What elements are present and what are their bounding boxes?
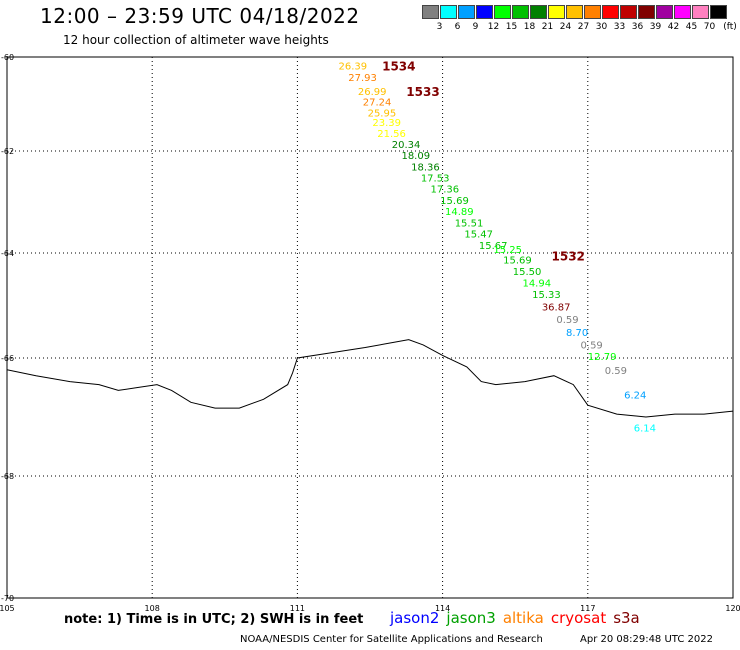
colorbar-tick-label: 70 [703, 22, 716, 32]
lat-tick-label: -62 [1, 147, 14, 156]
colorbar-legend [422, 5, 728, 19]
colorbar-swatch [494, 5, 511, 19]
wave-height-value: 17.36 [431, 185, 460, 196]
colorbar-tick-label: 45 [685, 22, 698, 32]
colorbar-tick-label: 39 [649, 22, 662, 32]
wave-height-value: 23.39 [372, 118, 401, 129]
wave-height-value: 15.67 [479, 241, 508, 252]
wave-height-value: 18.36 [411, 162, 440, 173]
colorbar-tick-label: 6 [454, 22, 461, 32]
wave-height-value: 26.39 [339, 61, 368, 72]
lat-tick-label: -64 [1, 249, 14, 258]
credit-text: NOAA/NESDIS Center for Satellite Applica… [240, 634, 543, 645]
pass-time-label: 1532 [552, 250, 585, 264]
colorbar-swatch [692, 5, 709, 19]
map-title: 12:00 – 23:59 UTC 04/18/2022 [40, 4, 360, 28]
lat-tick-label: -66 [1, 354, 14, 363]
lat-tick-label: -60 [1, 53, 14, 62]
colorbar-tick-label: 24 [559, 22, 572, 32]
wave-height-value: 15.25 [493, 245, 522, 256]
satellite-legend-item: jason3 [446, 609, 496, 627]
wave-height-value: 36.87 [542, 303, 571, 314]
wave-height-value: 17.53 [421, 174, 450, 185]
colorbar-tick-label: 15 [505, 22, 518, 32]
wave-height-value: 15.33 [532, 290, 561, 301]
colorbar-swatch [638, 5, 655, 19]
satellite-legend: jason2 jason3 altika cryosat s3a [390, 609, 647, 627]
colorbar-tick-label: 21 [541, 22, 554, 32]
colorbar-swatch [512, 5, 529, 19]
lat-tick-label: -70 [1, 594, 14, 603]
colorbar-tick-label: 30 [595, 22, 608, 32]
colorbar-tick-label: 18 [523, 22, 536, 32]
colorbar-tick-label: 3 [436, 22, 443, 32]
colorbar-tick-label: 12 [487, 22, 500, 32]
generated-timestamp: Apr 20 08:29:48 UTC 2022 [580, 634, 713, 645]
colorbar-swatch [674, 5, 691, 19]
map-subtitle: 12 hour collection of altimeter wave hei… [63, 33, 329, 47]
colorbar-swatch [458, 5, 475, 19]
colorbar-tick-label: 42 [667, 22, 680, 32]
colorbar-swatch [476, 5, 493, 19]
colorbar-swatch [710, 5, 727, 19]
lat-tick-label: -68 [1, 472, 14, 481]
wave-height-value: 25.95 [368, 108, 397, 119]
wave-height-value: 8.70 [566, 328, 588, 339]
pass-time-label: 1534 [382, 59, 415, 73]
lon-tick-label: 105 [0, 604, 15, 613]
colorbar-tick-label: 27 [577, 22, 590, 32]
wave-height-value: 15.69 [503, 255, 532, 266]
wave-height-value: 12.79 [588, 352, 617, 363]
colorbar-tick-label: 9 [472, 22, 479, 32]
colorbar-labels: 3 6 9 12 15 18 21 24 27 30 33 36 39 42 45 70 (ft) [0, 22, 740, 36]
lon-tick-label: 117 [580, 604, 595, 613]
wave-height-value: 15.51 [455, 218, 484, 229]
wave-height-value: 15.47 [464, 230, 493, 241]
wave-height-value: 27.93 [348, 73, 377, 84]
colorbar-tick-label: 36 [631, 22, 644, 32]
colorbar-unit-label: (ft) [723, 22, 737, 32]
wave-height-value: 6.14 [634, 424, 656, 435]
wave-height-value: 21.56 [377, 129, 406, 140]
lon-tick-label: 111 [290, 604, 305, 613]
wave-height-value: 6.24 [624, 391, 646, 402]
wave-height-value: 20.34 [392, 140, 421, 151]
colorbar-swatch [548, 5, 565, 19]
lon-tick-label: 120 [725, 604, 740, 613]
satellite-legend-item: jason2 [390, 609, 440, 627]
wave-height-value: 26.99 [358, 87, 387, 98]
wave-height-value: 18.09 [401, 151, 430, 162]
graticule [6, 56, 734, 599]
pass-time-label: 1533 [406, 85, 439, 99]
wave-height-value: 27.24 [363, 98, 392, 109]
wave-height-value: 14.89 [445, 207, 474, 218]
lon-tick-label: 114 [435, 604, 450, 613]
satellite-legend-item: s3a [613, 609, 640, 627]
wave-height-value: 14.94 [522, 278, 551, 289]
coastline [6, 339, 734, 418]
colorbar-swatch [584, 5, 601, 19]
satellite-legend-item: cryosat [550, 609, 607, 627]
wave-height-value: 0.59 [605, 366, 627, 377]
map-frame [6, 56, 734, 599]
wave-height-value: 15.50 [513, 267, 542, 278]
lon-tick-label: 108 [145, 604, 160, 613]
pass-label-layer: 1534 1533 1532 [382, 59, 585, 263]
colorbar-swatch [530, 5, 547, 19]
wave-height-value: 0.59 [581, 340, 603, 351]
colorbar-swatch [440, 5, 457, 19]
wave-height-value: 0.59 [556, 315, 578, 326]
wave-height-value: 15.69 [440, 196, 469, 207]
footer-note: note: 1) Time is in UTC; 2) SWH is in fe… [64, 612, 364, 627]
colorbar-swatch [656, 5, 673, 19]
colorbar-swatch [602, 5, 619, 19]
satellite-legend-item: altika [502, 609, 544, 627]
colorbar-tick-label: 33 [613, 22, 626, 32]
colorbar-swatch [620, 5, 637, 19]
colorbar-swatch [566, 5, 583, 19]
colorbar-swatch [422, 5, 439, 19]
